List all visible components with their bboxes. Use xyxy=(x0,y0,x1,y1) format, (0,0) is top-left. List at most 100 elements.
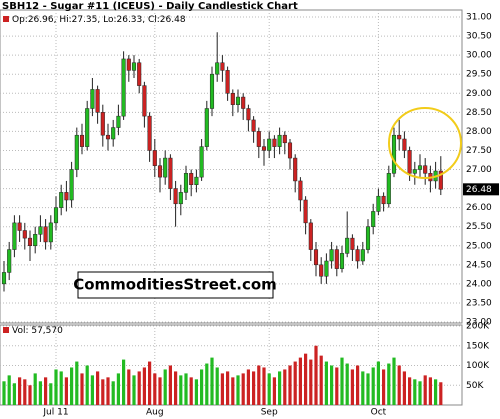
candle-body xyxy=(220,62,225,71)
volume-bar xyxy=(215,367,219,405)
candle-body xyxy=(142,85,147,117)
candle-body xyxy=(183,173,189,193)
volume-bar xyxy=(174,371,178,405)
x-tick-label: Jul 11 xyxy=(42,408,68,418)
y-tick-label: 23.50 xyxy=(466,298,492,308)
candle-body xyxy=(381,195,386,205)
volume-bar xyxy=(382,369,386,405)
volume-bar xyxy=(319,355,323,405)
candle-body xyxy=(189,173,194,185)
candle-body xyxy=(168,157,173,189)
volume-bar xyxy=(168,365,172,405)
volume-bar xyxy=(210,357,214,405)
volume-bar xyxy=(236,375,240,405)
volume-tick-label: 100K xyxy=(466,361,490,371)
candle-body xyxy=(235,96,241,105)
candle-body xyxy=(147,115,152,151)
candle-body xyxy=(1,272,7,285)
candle-body xyxy=(287,142,293,159)
volume-bar xyxy=(402,371,406,405)
y-tick-label: 24.00 xyxy=(466,279,492,289)
candle-body xyxy=(329,249,334,262)
volume-bar xyxy=(293,361,297,405)
candle-body xyxy=(17,222,22,231)
candle-body xyxy=(199,146,204,178)
candle-body xyxy=(95,89,100,113)
candle-body xyxy=(131,62,137,71)
candle-body xyxy=(376,195,381,212)
watermark: CommoditiesStreet.com xyxy=(73,276,277,294)
y-tick-label: 23.00 xyxy=(466,318,492,328)
y-tick-label: 30.00 xyxy=(466,51,492,61)
volume-bar xyxy=(132,375,136,405)
y-tick-label: 26.00 xyxy=(466,203,492,213)
volume-tick-label: 50K xyxy=(466,381,484,391)
y-tick-label: 24.50 xyxy=(466,260,492,270)
candle-body xyxy=(121,58,126,117)
volume-bar xyxy=(408,377,412,405)
volume-bar xyxy=(314,345,318,405)
candle-body xyxy=(163,157,168,178)
legend-swatch xyxy=(3,16,9,22)
candle-body xyxy=(173,188,178,205)
highlight-circle xyxy=(388,107,462,179)
volume-bar xyxy=(142,367,146,405)
chart-title: SBH12 - Sugar #11 (ICEUS) - Daily Candle… xyxy=(2,1,298,12)
y-tick-label: 29.50 xyxy=(466,70,492,80)
candle-body xyxy=(22,230,27,239)
y-tick-label: 29.00 xyxy=(466,89,492,99)
volume-tick-label: 200K xyxy=(466,322,490,332)
volume-bar xyxy=(205,363,209,405)
volume-bar xyxy=(158,377,162,405)
candle-body xyxy=(157,165,163,178)
candle-body xyxy=(59,192,64,208)
x-tick-label: Oct xyxy=(371,408,387,418)
candle-body xyxy=(105,134,111,140)
plot: 23.0023.5024.0024.5025.0025.5026.0026.50… xyxy=(0,10,499,418)
volume-bar xyxy=(96,371,100,405)
volume-bar xyxy=(262,367,266,405)
y-tick-label: 30.50 xyxy=(466,32,492,42)
y-tick-label: 28.50 xyxy=(466,108,492,118)
candle-body xyxy=(386,173,391,205)
candle-body xyxy=(85,108,90,147)
y-tick-label: 27.50 xyxy=(466,146,492,156)
volume-bar xyxy=(7,375,11,405)
candle-body xyxy=(308,222,313,250)
volume-bar xyxy=(304,353,308,405)
y-tick-label: 28.00 xyxy=(466,127,492,137)
volume-bar xyxy=(70,367,74,405)
volume-bar xyxy=(418,381,422,405)
candle-body xyxy=(215,62,220,75)
volume-bar xyxy=(361,371,365,405)
candle-body xyxy=(417,165,423,170)
volume-bar xyxy=(90,375,94,405)
volume-bar xyxy=(309,359,313,405)
candle-body xyxy=(365,226,371,250)
candle-body xyxy=(241,96,246,109)
volume-bar xyxy=(298,357,302,405)
candle-body xyxy=(38,226,43,235)
volume-bar xyxy=(116,373,120,405)
volume-bar xyxy=(163,369,167,405)
candle-body xyxy=(152,150,157,166)
candle-body xyxy=(407,150,412,174)
candle-body xyxy=(319,264,324,277)
volume-bar xyxy=(397,365,401,405)
volume-bar xyxy=(106,377,110,405)
candle-body xyxy=(355,249,360,262)
volume-bar xyxy=(434,379,438,405)
candle-body xyxy=(324,260,329,277)
candle-body xyxy=(100,112,105,136)
volume-bar xyxy=(335,367,339,405)
volume-bar xyxy=(23,379,27,405)
candle-body xyxy=(402,138,407,151)
volume-bar xyxy=(272,377,276,405)
candle-body xyxy=(69,169,74,201)
candle-body xyxy=(397,134,402,140)
candle-body xyxy=(209,73,215,109)
candle-body xyxy=(313,249,319,266)
volume-bar xyxy=(101,379,105,405)
volume-bar xyxy=(278,371,282,405)
